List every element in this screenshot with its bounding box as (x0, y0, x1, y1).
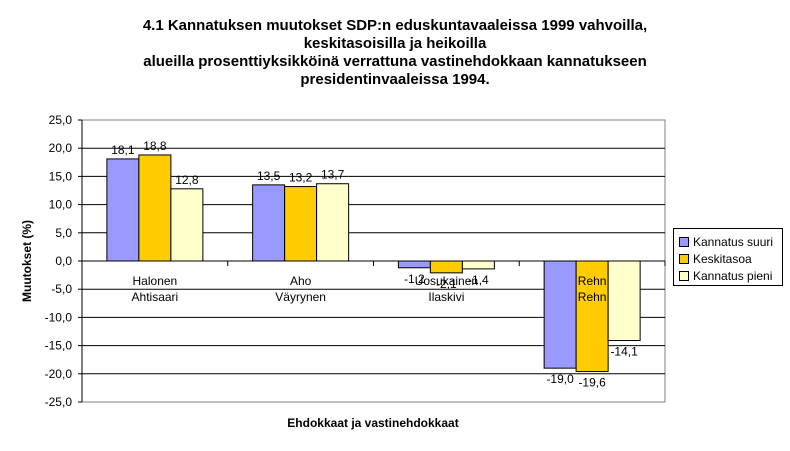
category-label: Ilaskivi (428, 290, 464, 304)
bar (106, 158, 140, 262)
data-label: -1,2 (404, 272, 425, 286)
y-tick-label: 15,0 (49, 169, 73, 183)
legend-swatch (679, 253, 689, 264)
legend-item: Kannatus suuri (679, 233, 782, 250)
y-tick-label: 25,0 (49, 113, 73, 127)
bar (252, 184, 286, 262)
y-tick-label: 0,0 (55, 254, 72, 268)
data-label: 18,1 (111, 143, 135, 157)
legend-label: Kannatus suuri (693, 234, 774, 249)
data-label: -14,1 (610, 345, 638, 359)
data-label: -19,0 (546, 372, 574, 386)
y-axis-title: Muutokset (%) (20, 220, 34, 302)
chart-title-line: 4.1 Kannatuksen muutokset SDP:n eduskunt… (142, 17, 648, 34)
bar (170, 188, 204, 262)
y-tick-label: -10,0 (45, 310, 73, 324)
x-axis-title: Ehdokkaat ja vastinehdokkaat (287, 416, 458, 430)
bar (461, 260, 495, 270)
y-tick-label: -20,0 (45, 367, 73, 381)
bars (106, 154, 641, 373)
category-label: Väyrynen (275, 290, 326, 304)
category-label: Rehn (578, 274, 607, 288)
category-label: Uosukainen (415, 274, 478, 288)
data-label: 13,7 (321, 168, 345, 182)
chart-title: 4.1 Kannatuksen muutokset SDP:n eduskunt… (0, 17, 790, 89)
category-label: Halonen (133, 274, 178, 288)
bar (429, 260, 463, 274)
legend-item: Kannatus pieni (679, 267, 782, 284)
data-label: 18,8 (143, 139, 167, 153)
category-label: Rehn (578, 290, 607, 304)
data-label: -2,1 (436, 277, 457, 291)
bar (397, 260, 431, 269)
chart-title-line: presidentinvaaleissa 1994. (300, 71, 490, 88)
data-label: -19,6 (578, 376, 606, 390)
bar (138, 154, 172, 262)
data-label: 13,2 (289, 171, 313, 185)
legend-label: Kannatus pieni (693, 268, 773, 283)
category-label: Ahtisaari (132, 290, 179, 304)
legend-item: Keskitasoa (679, 250, 782, 267)
y-tick-label: 5,0 (55, 226, 72, 240)
bar (543, 260, 577, 369)
legend-swatch (679, 270, 689, 281)
y-tick-label: -5,0 (51, 282, 72, 296)
category-label: Aho (290, 274, 312, 288)
data-label: 13,5 (257, 169, 281, 183)
labels: 25,0 20,0 15,0 10,0 5,0 0,0 -5,0 -10,0 -15,0 -20,… (45, 113, 638, 409)
bar (284, 186, 318, 262)
bar (316, 183, 350, 262)
data-label: -1,4 (468, 273, 489, 287)
y-tick-label: 10,0 (49, 198, 73, 212)
y-tick-label: -15,0 (45, 339, 73, 353)
y-tick-label: -25,0 (45, 395, 73, 409)
axes (78, 119, 666, 403)
bar (607, 260, 641, 342)
legend-swatch (679, 236, 689, 247)
y-tick-label: 20,0 (49, 141, 73, 155)
data-label: 12,8 (175, 173, 199, 187)
legend: Kannatus suuri Keskitasoa Kannatus pieni (673, 228, 783, 286)
chart-title-line: keskitasoisilla ja heikoilla (303, 35, 487, 52)
bar (575, 260, 609, 373)
chart-title-line: alueilla prosenttiyksikköinä verrattuna … (143, 53, 647, 70)
legend-label: Keskitasoa (693, 251, 752, 266)
